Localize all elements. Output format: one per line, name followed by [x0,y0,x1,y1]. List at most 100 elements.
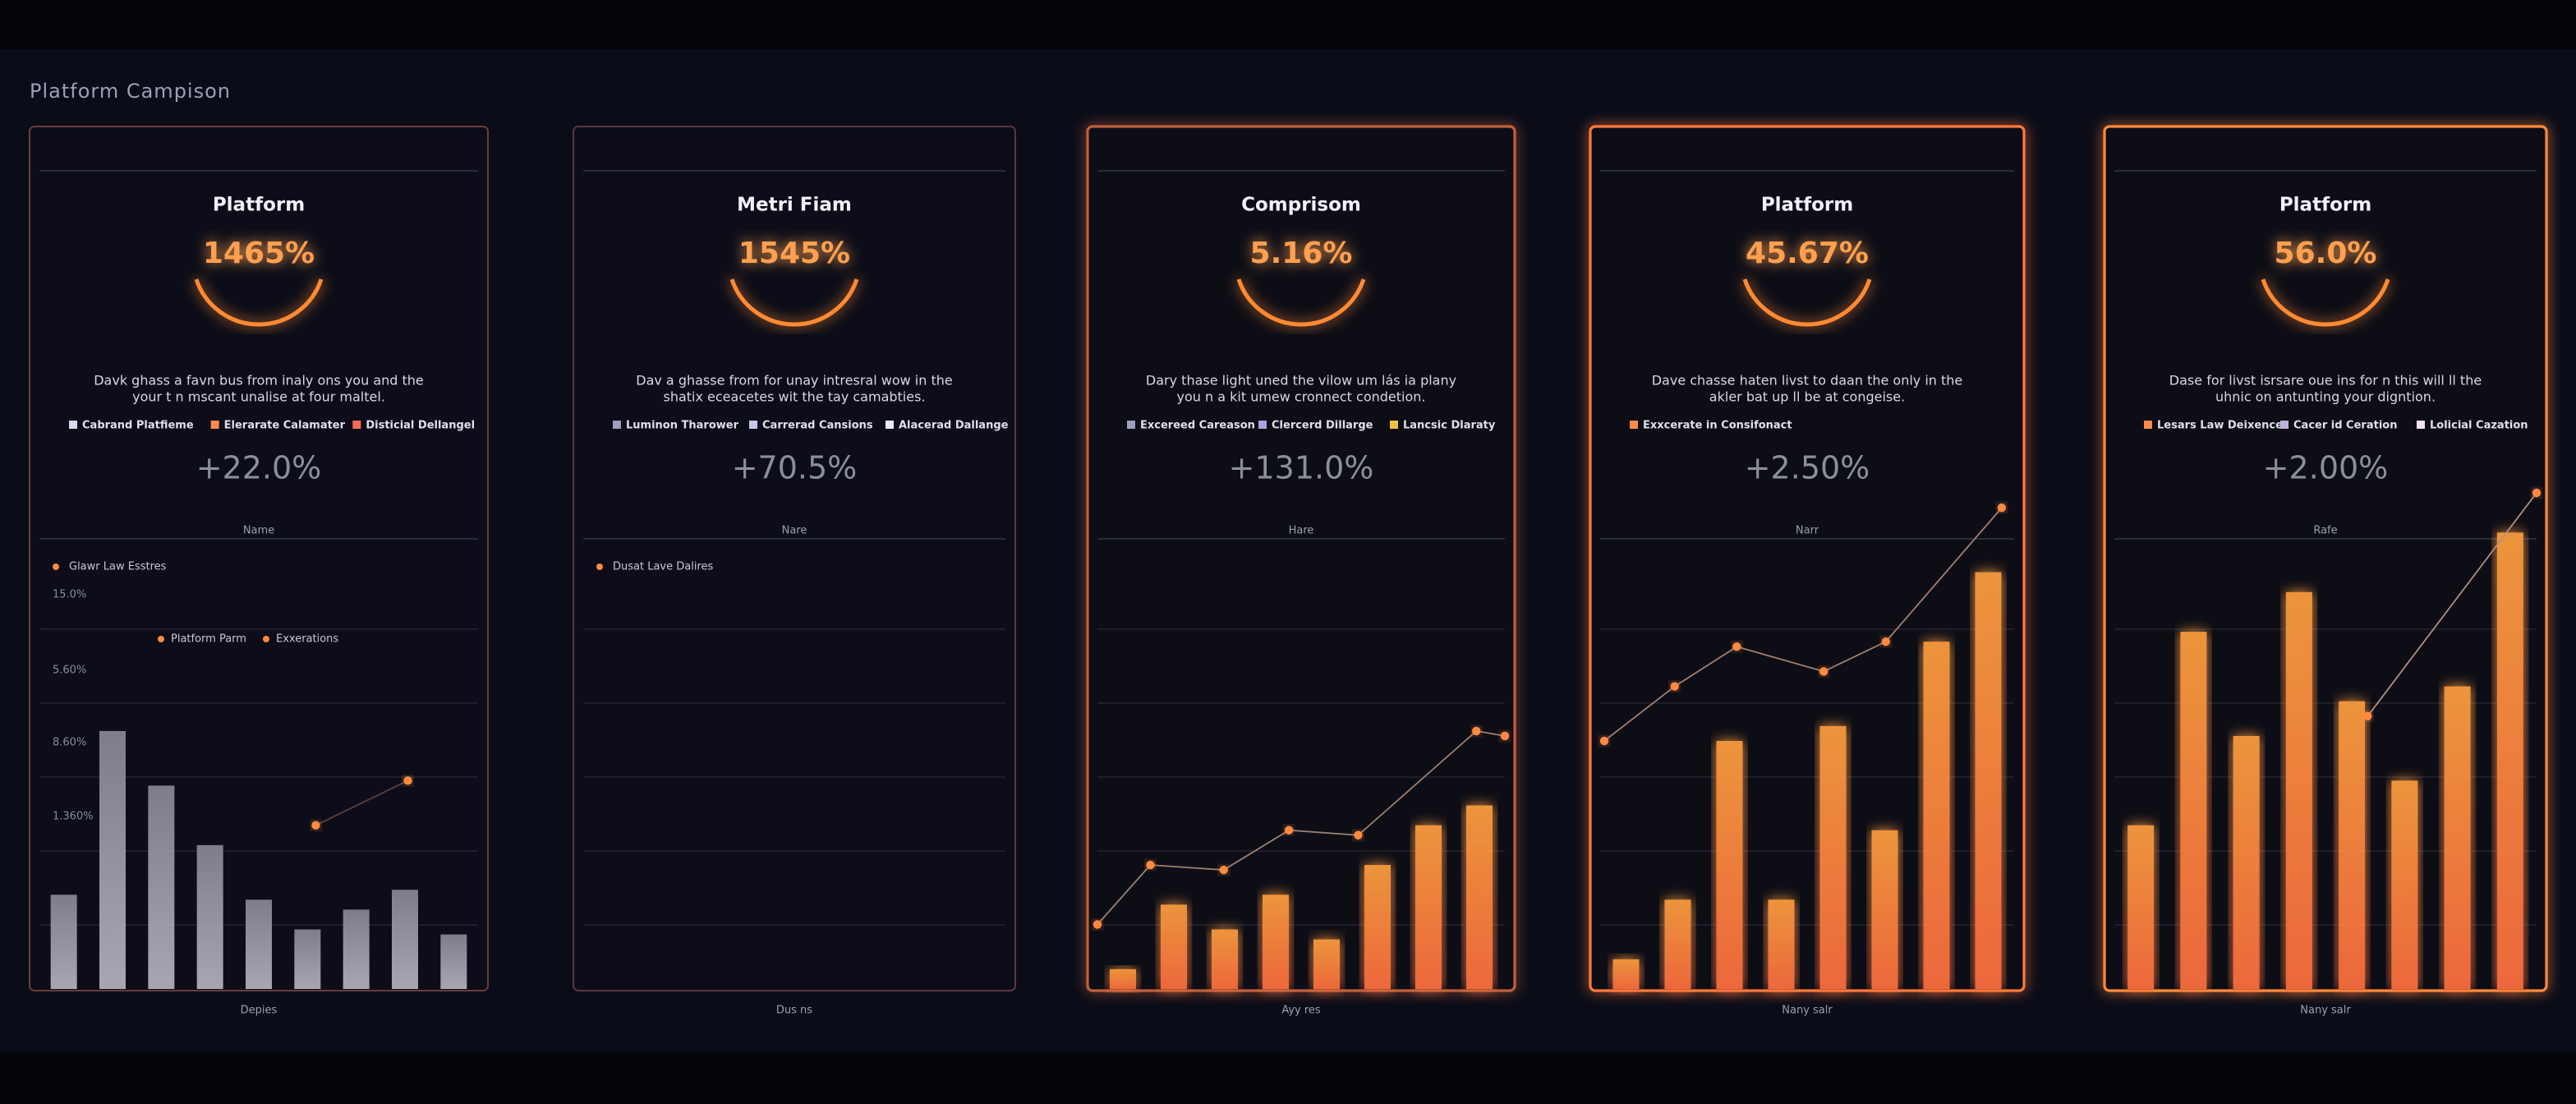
section-label: Narr [1796,525,1819,537]
trend-point [1599,736,1609,746]
trend-point [1146,860,1155,870]
trend-point [1472,726,1481,736]
bar [2128,825,2155,989]
delta: +22.0% [196,450,322,486]
bar [440,934,467,989]
bar [2339,701,2366,989]
trend-point [1219,865,1228,875]
section-label: Hare [1289,525,1314,537]
footer-label: Nany salr [2300,1005,2351,1017]
card-title: Comprisom [1241,195,1361,216]
page-title: Platform Campison [30,80,231,103]
gauge-arc [1236,278,1366,327]
trend-point [1092,920,1102,929]
section-label: Rafe [2313,525,2337,537]
chart-note: Dusat Lave Dalires [613,561,714,573]
legend-swatch [886,421,894,429]
legend-dot [263,636,269,642]
trend-point [1670,682,1679,691]
bar [1716,741,1743,989]
bar [392,890,418,989]
footer-label: Ayy res [1281,1005,1321,1017]
bar [1364,865,1391,989]
legend-swatch [749,421,757,429]
axis-label: 1.360% [53,811,94,823]
legend-swatch [1127,421,1135,429]
card-value: 1545% [738,237,850,270]
description: shatix eceacetes wit the tay camabties. [663,389,925,405]
delta: +70.5% [732,450,858,486]
bar [2496,532,2523,989]
footer-label: Nany salr [1782,1005,1833,1017]
axis-label: 8.60% [53,737,86,749]
legend-label: Elerarate Calamater [224,420,346,432]
legend-label: Alacerad Dallange [899,420,1009,432]
description: Dav a ghasse from for unay intresral wow… [636,373,952,389]
axis-label: 15.0% [53,589,86,601]
bar [1664,899,1691,989]
legend-label: Disticial Dellangel [366,420,475,432]
legend-swatch [69,421,77,429]
bar [343,909,370,989]
card: Metri Fiam 1545% Dav a ghasse from for una… [573,126,1016,1017]
bar [1975,572,2002,989]
legend-label: Lancsic Dlaraty [1403,420,1496,432]
card-frame [1589,125,2026,992]
description: your t n mscant unalise at four maltel. [132,389,385,405]
legend-label: Luminon Tharower [626,420,739,432]
legend-label: Cabrand Platfieme [82,420,194,432]
axis-label: 5.60% [53,665,86,677]
note-dot [53,564,59,570]
trend-point [311,821,320,830]
footer-label: Depies [241,1005,278,1017]
trend-point [403,776,412,785]
legend-label: Lesars Law Deixence [2157,420,2283,432]
card-frame [573,126,1016,991]
bar [1110,968,1136,989]
card-frame [2103,125,2548,992]
note-dot [596,564,603,570]
section-label: Nare [782,525,807,537]
trend-point [1354,830,1363,840]
legend-swatch [613,421,621,429]
card-frame [1086,125,1516,992]
description: Dave chasse haten livst to daan the only… [1652,373,1963,389]
section-label: Name [243,525,274,537]
bar [1415,825,1442,989]
card-frame [29,126,489,991]
bar [2444,686,2471,989]
legend-label: Excereed Careason [1140,420,1255,432]
card-value: 1465% [203,237,315,270]
bar [2180,632,2207,989]
cards: Platform 1465% Davk ghass a favn bus from … [29,125,2548,1017]
delta: +131.0% [1229,450,1374,486]
description: you n a kit umew cronnect condetion. [1177,389,1426,405]
gauge-arc [1742,278,1872,327]
footer-label: Dus ns [776,1005,812,1017]
bar [2233,735,2260,989]
trend-line [315,780,408,826]
description: Dary thase light uned the vilow um lás i… [1146,373,1456,389]
chart-legend-label: Exxerations [276,633,338,646]
gauge-arc [2261,278,2390,327]
bar [1819,725,1847,989]
chart-legend-label: Platform Parm [171,633,246,646]
bar [1871,830,1898,989]
gauge-arc [729,278,859,327]
trend-point [1997,503,2007,513]
card-title: Metri Fiam [737,195,852,216]
bar [1212,929,1238,989]
bar [1313,939,1340,989]
gauge-arc [194,278,324,327]
trend-line [2367,492,2537,717]
bar [1466,805,1493,989]
delta: +2.00% [2263,450,2389,486]
bar [246,899,272,989]
card: Platform 45.67% Dave chasse haten livst to… [1589,125,2026,1017]
card-title: Platform [2279,195,2371,216]
card: Comprisom 5.16% Dary thase light uned the … [1086,125,1516,1017]
legend-swatch [2280,421,2288,429]
card-title: Platform [1761,195,1853,216]
legend-label: Cacer id Ceration [2293,420,2397,432]
